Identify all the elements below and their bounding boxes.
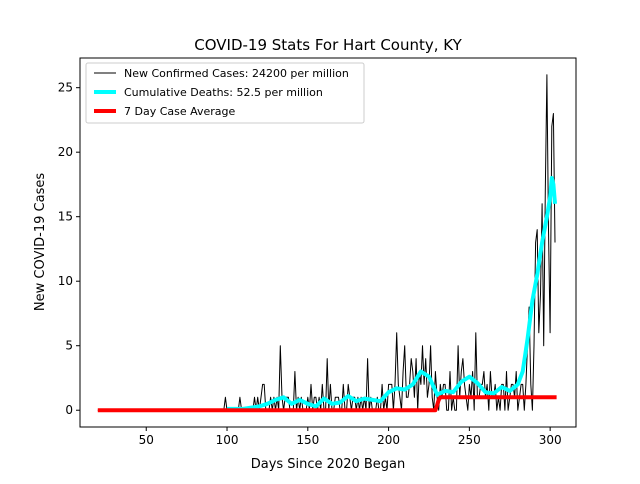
x-tick-label: 50 [139, 433, 154, 447]
y-tick-label: 10 [58, 274, 73, 288]
chart-title: COVID-19 Stats For Hart County, KY [194, 36, 462, 54]
y-axis-label: New COVID-19 Cases [33, 173, 48, 311]
x-tick-label: 200 [377, 433, 400, 447]
x-axis-label: Days Since 2020 Began [251, 457, 406, 472]
y-tick-label: 20 [58, 145, 73, 159]
plot-frame [79, 57, 577, 428]
x-tick-label: 250 [458, 433, 481, 447]
x-tick-label: 300 [539, 433, 562, 447]
x-tick-label: 100 [216, 433, 239, 447]
y-tick-label: 5 [65, 339, 73, 353]
ticks-layer: 50 100 150 200 250 300 0 5 10 15 20 25 [58, 81, 562, 447]
legend-label-deaths: Cumulative Deaths: 52.5 per million [124, 86, 323, 99]
series-layer [97, 74, 557, 413]
legend-box [85, 62, 365, 124]
legend-label-7day: 7 Day Case Average [124, 105, 236, 118]
series-new-cases-line [97, 74, 556, 411]
y-tick-label: 0 [65, 403, 73, 417]
y-tick-label: 25 [58, 81, 73, 95]
legend-label-new-cases: New Confirmed Cases: 24200 per million [124, 67, 349, 80]
series-7-day-average-line [97, 395, 557, 413]
series-cumulative-deaths-line [227, 176, 557, 411]
legend: New Confirmed Cases: 24200 per million C… [85, 62, 365, 124]
y-tick-label: 15 [58, 210, 73, 224]
x-tick-label: 150 [296, 433, 319, 447]
